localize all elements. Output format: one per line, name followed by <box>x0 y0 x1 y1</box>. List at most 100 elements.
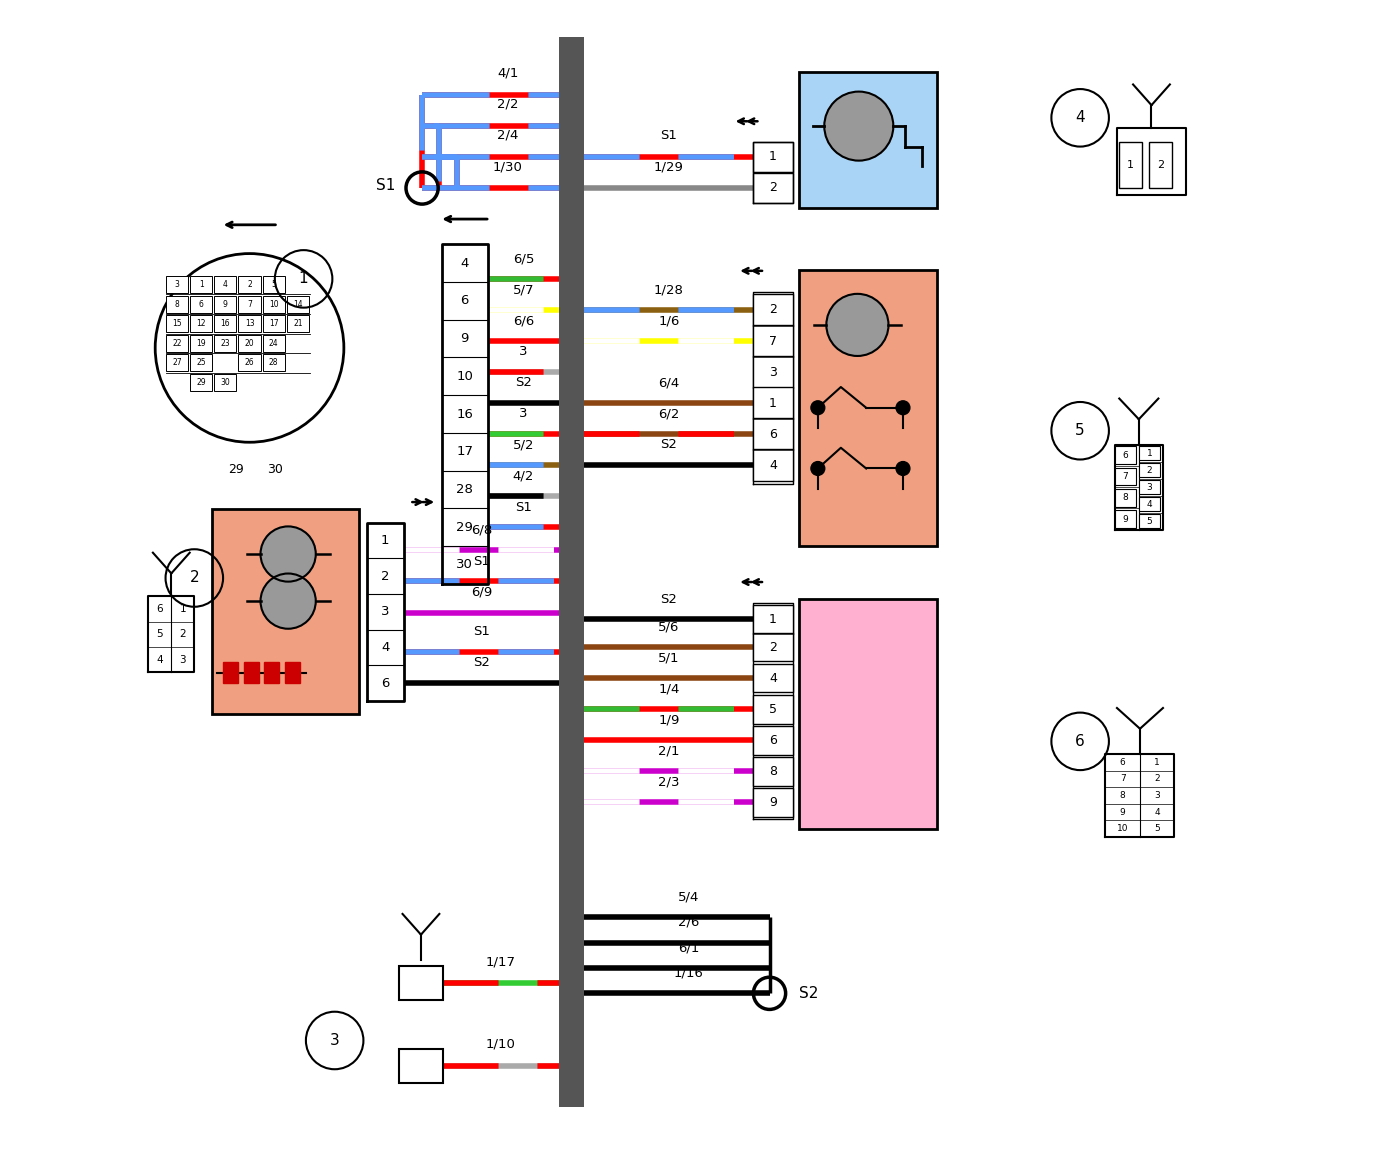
Text: 2/6: 2/6 <box>678 916 699 929</box>
Bar <box>1149 142 1173 188</box>
Bar <box>190 316 212 333</box>
Text: 4: 4 <box>157 654 163 665</box>
Text: 7: 7 <box>247 299 252 309</box>
Text: 9: 9 <box>223 299 227 309</box>
Bar <box>263 335 285 351</box>
Text: S1: S1 <box>473 625 489 638</box>
Bar <box>1115 446 1135 464</box>
Text: 30: 30 <box>267 462 282 476</box>
Text: 6: 6 <box>157 605 163 614</box>
Circle shape <box>896 401 909 415</box>
Text: 6: 6 <box>1075 734 1084 749</box>
Text: 2/4: 2/4 <box>497 129 518 142</box>
Bar <box>1115 489 1135 506</box>
Bar <box>400 965 442 1000</box>
Text: 16: 16 <box>220 319 230 328</box>
Text: 5: 5 <box>1146 517 1152 526</box>
Bar <box>1138 497 1160 511</box>
Bar <box>400 1048 442 1083</box>
Text: 26: 26 <box>245 358 255 368</box>
Text: 3: 3 <box>1155 791 1160 800</box>
Text: 30: 30 <box>456 558 473 571</box>
Text: 5: 5 <box>1155 824 1160 833</box>
Text: 13: 13 <box>245 319 255 328</box>
Bar <box>1138 446 1160 460</box>
Text: 4/2: 4/2 <box>513 469 535 482</box>
Text: 5/2: 5/2 <box>513 438 535 452</box>
Text: 23: 23 <box>220 339 230 348</box>
Text: 2/3: 2/3 <box>659 776 679 788</box>
Text: 2: 2 <box>1158 160 1164 170</box>
Text: 10: 10 <box>1118 824 1129 833</box>
Text: 4: 4 <box>460 257 469 269</box>
Text: 6: 6 <box>382 676 390 690</box>
Text: S1: S1 <box>515 501 532 513</box>
Text: 16: 16 <box>456 408 473 421</box>
Text: 15: 15 <box>172 319 182 328</box>
Text: 1/29: 1/29 <box>655 160 683 173</box>
Text: S2: S2 <box>515 377 532 390</box>
Text: 29: 29 <box>456 520 473 534</box>
Bar <box>754 726 792 755</box>
Bar <box>238 276 260 294</box>
Text: S1: S1 <box>660 129 678 142</box>
Bar <box>263 354 285 371</box>
Text: 9: 9 <box>769 795 777 809</box>
Text: 1/28: 1/28 <box>655 283 683 296</box>
Bar <box>214 373 237 391</box>
Text: 6: 6 <box>198 299 204 309</box>
Text: 2: 2 <box>190 571 200 585</box>
Text: 25: 25 <box>197 358 207 368</box>
Circle shape <box>810 461 825 475</box>
Text: 4: 4 <box>1146 499 1152 509</box>
Text: 1: 1 <box>1146 449 1152 458</box>
Text: 2: 2 <box>769 303 777 317</box>
Text: 17: 17 <box>269 319 278 328</box>
Bar <box>559 37 584 1107</box>
Text: 3: 3 <box>175 280 179 289</box>
Bar <box>1115 467 1135 486</box>
Text: 6: 6 <box>769 734 777 747</box>
Text: 2: 2 <box>179 629 186 639</box>
Bar <box>263 276 285 294</box>
Circle shape <box>824 91 893 161</box>
Text: 8: 8 <box>1123 494 1129 502</box>
Text: 1: 1 <box>1155 758 1160 766</box>
Text: 1/10: 1/10 <box>486 1038 515 1051</box>
Bar <box>214 276 237 294</box>
Text: 6/5: 6/5 <box>513 252 535 265</box>
Bar <box>754 387 792 420</box>
Text: 1/17: 1/17 <box>486 955 515 968</box>
Text: 20: 20 <box>245 339 255 348</box>
Text: 2: 2 <box>1146 466 1152 475</box>
Text: S2: S2 <box>799 986 819 1001</box>
Bar <box>165 296 189 313</box>
Text: S2: S2 <box>473 655 489 669</box>
Text: 1: 1 <box>769 397 777 409</box>
Text: 2: 2 <box>382 570 390 583</box>
Text: 1: 1 <box>198 280 204 289</box>
Text: 4: 4 <box>223 280 227 289</box>
Text: 10: 10 <box>456 370 473 383</box>
Text: 1/6: 1/6 <box>659 314 679 327</box>
Bar <box>263 316 285 333</box>
Text: 30: 30 <box>220 378 230 387</box>
Bar <box>754 325 792 357</box>
Bar <box>799 269 937 546</box>
Text: 1/4: 1/4 <box>659 682 679 696</box>
Text: 7: 7 <box>1123 472 1129 481</box>
Bar <box>287 316 309 333</box>
Bar <box>265 662 280 683</box>
Bar <box>754 788 792 817</box>
Text: 1: 1 <box>769 613 777 625</box>
Text: S1: S1 <box>376 178 395 193</box>
Text: 5: 5 <box>1075 423 1084 438</box>
Bar <box>263 296 285 313</box>
Text: 4: 4 <box>1075 110 1084 125</box>
Text: 6/6: 6/6 <box>513 314 533 327</box>
Text: 9: 9 <box>460 332 469 346</box>
Bar <box>214 316 237 333</box>
Bar <box>214 335 237 351</box>
Bar <box>754 632 792 661</box>
Bar <box>238 316 260 333</box>
